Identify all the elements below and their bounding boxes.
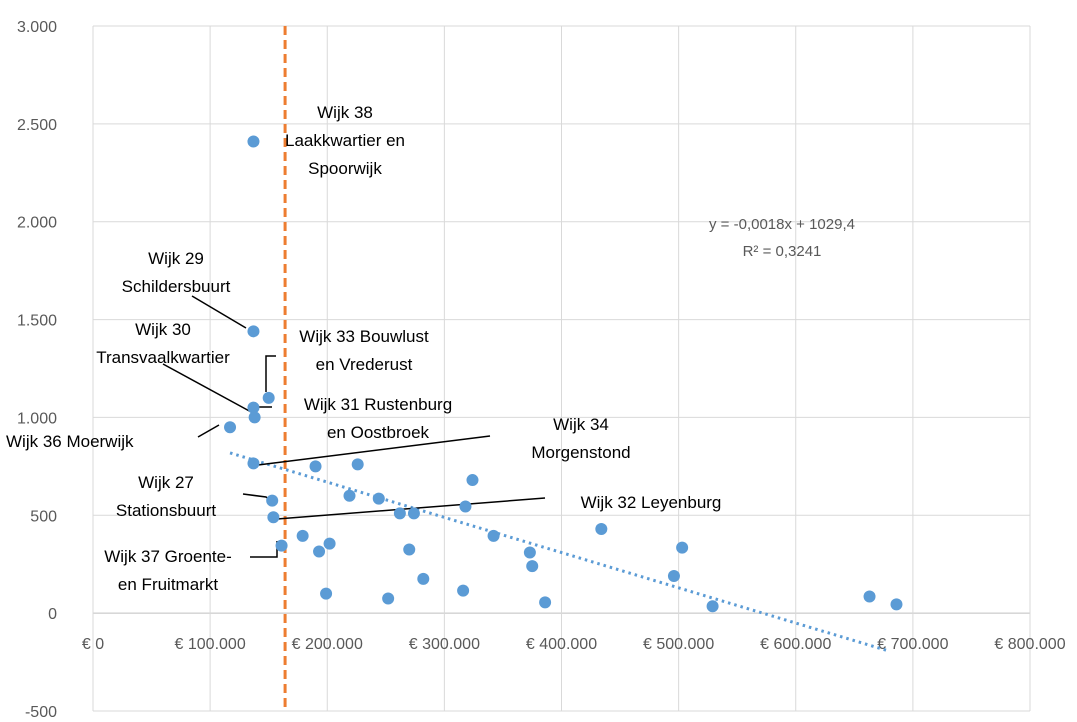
data-point bbox=[309, 460, 322, 473]
trendline bbox=[229, 451, 890, 653]
annotation-leader-line bbox=[197, 424, 220, 438]
point-annotation: Stationsbuurt bbox=[116, 501, 216, 520]
data-point bbox=[247, 457, 260, 470]
data-point bbox=[706, 600, 719, 613]
point-annotation: Spoorwijk bbox=[308, 159, 382, 178]
data-point bbox=[224, 421, 237, 434]
data-point bbox=[267, 511, 280, 524]
annotation-leader-line bbox=[250, 541, 278, 558]
annotation-leader-line bbox=[162, 363, 254, 414]
point-annotation: Wijk 33 Bouwlust bbox=[299, 327, 429, 346]
data-point bbox=[417, 572, 430, 585]
point-annotation: Wijk 27 bbox=[138, 473, 194, 492]
data-point bbox=[667, 569, 680, 582]
data-point bbox=[403, 543, 416, 556]
y-tick-label: -500 bbox=[25, 704, 57, 721]
point-annotation: Laakkwartier en bbox=[285, 131, 405, 150]
y-axis-tick-labels: 3.000 2.500 2.000 1.500 1.000 500 0 -500 bbox=[17, 19, 57, 721]
data-point bbox=[247, 401, 260, 414]
point-annotation: Wijk 32 Leyenburg bbox=[581, 493, 722, 512]
point-annotation: Wijk 30 bbox=[135, 320, 191, 339]
data-point bbox=[676, 541, 689, 554]
data-point bbox=[459, 500, 472, 513]
x-axis-tick-labels: € 0 € 100.000 € 200.000 € 300.000 € 400.000 €… bbox=[82, 636, 1066, 653]
point-annotation: en Vrederust bbox=[316, 355, 413, 374]
point-annotation: Wijk 29 bbox=[148, 249, 204, 268]
point-annotation: en Fruitmarkt bbox=[118, 575, 218, 594]
x-tick-label: € 800.000 bbox=[994, 636, 1065, 653]
y-tick-label: 1.500 bbox=[17, 313, 57, 330]
data-point bbox=[539, 596, 552, 609]
x-tick-label: € 100.000 bbox=[175, 636, 246, 653]
data-point bbox=[466, 474, 479, 487]
point-annotation: Wijk 37 Groente- bbox=[104, 547, 232, 566]
trendline-equation: y = -0,0018x + 1029,4 bbox=[709, 216, 855, 233]
annotation-leader-line bbox=[265, 355, 276, 392]
data-point bbox=[343, 489, 356, 502]
data-point bbox=[266, 494, 279, 507]
data-point bbox=[457, 584, 470, 597]
data-point bbox=[247, 135, 260, 148]
x-tick-label: € 300.000 bbox=[409, 636, 480, 653]
data-point bbox=[262, 391, 275, 404]
x-tick-label: € 700.000 bbox=[877, 636, 948, 653]
data-point bbox=[487, 529, 500, 542]
data-point bbox=[323, 537, 336, 550]
x-tick-label: € 500.000 bbox=[643, 636, 714, 653]
x-tick-label: € 0 bbox=[82, 636, 104, 653]
data-point bbox=[382, 592, 395, 605]
x-tick-label: € 200.000 bbox=[292, 636, 363, 653]
data-point bbox=[247, 325, 260, 338]
point-annotation: Wijk 36 Moerwijk bbox=[6, 432, 134, 451]
y-tick-label: 500 bbox=[30, 508, 57, 525]
y-tick-label: 0 bbox=[48, 606, 57, 623]
point-annotations: Wijk 38 Laakkwartier en Spoorwijk Wijk 29 Sc… bbox=[6, 103, 721, 594]
annotation-leader-line bbox=[191, 295, 247, 329]
data-point bbox=[523, 546, 536, 559]
data-point bbox=[863, 590, 876, 603]
point-annotation: Transvaalkwartier bbox=[96, 348, 230, 367]
data-point bbox=[595, 522, 608, 535]
point-annotation: Wijk 38 bbox=[317, 103, 373, 122]
point-annotation: Schildersbuurt bbox=[122, 277, 231, 296]
x-tick-label: € 400.000 bbox=[526, 636, 597, 653]
data-point bbox=[320, 587, 333, 600]
data-points bbox=[224, 135, 903, 613]
data-point bbox=[890, 598, 903, 611]
y-tick-label: 2.500 bbox=[17, 117, 57, 134]
data-point bbox=[351, 458, 364, 471]
point-annotation: Wijk 31 Rustenburg bbox=[304, 395, 452, 414]
data-point bbox=[275, 539, 288, 552]
data-point bbox=[407, 507, 420, 520]
data-point bbox=[372, 492, 385, 505]
data-point bbox=[526, 560, 539, 573]
y-tick-label: 3.000 bbox=[17, 19, 57, 36]
data-point bbox=[393, 507, 406, 520]
point-annotation: Morgenstond bbox=[531, 443, 630, 462]
data-point bbox=[313, 545, 326, 558]
point-annotation: Wijk 34 bbox=[553, 415, 609, 434]
trendline-r-squared: R² = 0,3241 bbox=[743, 243, 822, 260]
annotation-leader-line bbox=[257, 435, 491, 466]
y-tick-label: 1.000 bbox=[17, 410, 57, 427]
point-annotation: en Oostbroek bbox=[327, 423, 430, 442]
data-point bbox=[296, 529, 309, 542]
gridlines bbox=[92, 25, 1031, 712]
x-tick-label: € 600.000 bbox=[760, 636, 831, 653]
data-point bbox=[248, 411, 261, 424]
y-tick-label: 2.000 bbox=[17, 215, 57, 232]
